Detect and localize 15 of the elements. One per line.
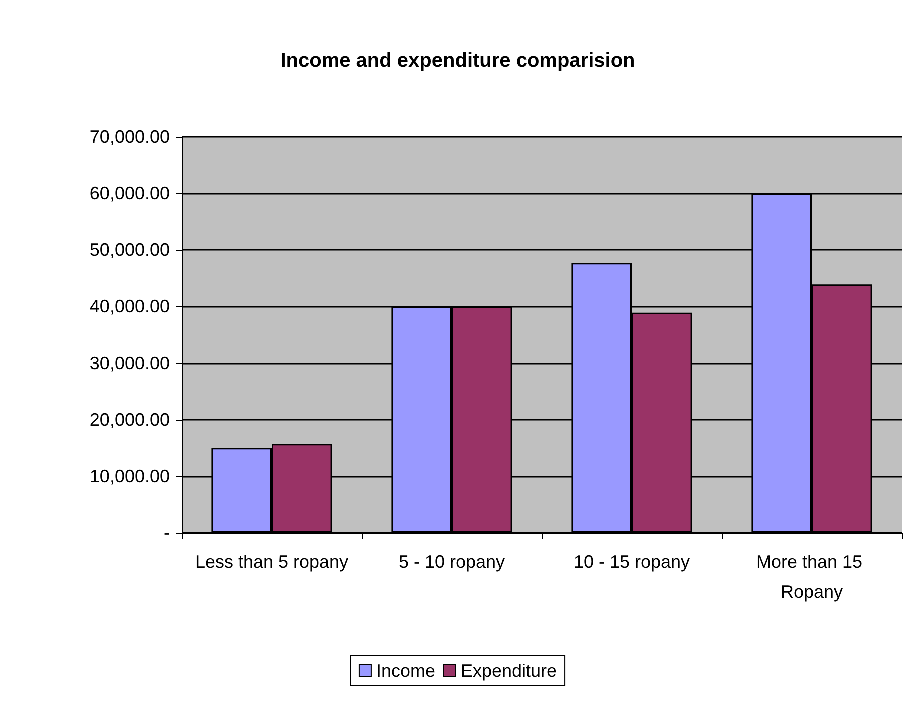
y-tick-label: -	[164, 523, 170, 543]
y-tick-label: 20,000.00	[90, 410, 170, 430]
x-tick-label: More than 15 Ropany	[756, 552, 868, 602]
legend-label: Income	[376, 661, 436, 681]
y-tick-label: 70,000.00	[90, 127, 170, 147]
chart-title: Income and expenditure comparision	[280, 50, 636, 72]
y-tick-label: 40,000.00	[90, 296, 170, 317]
legend-label: Expenditure	[460, 661, 558, 681]
y-tick-label: 30,000.00	[90, 353, 170, 374]
x-tick-label: Less than 5 ropany	[195, 552, 349, 572]
x-tick-label: 5 - 10 ropany	[398, 552, 506, 572]
y-tick-label: 50,000.00	[90, 240, 170, 260]
y-tick-label: 10,000.00	[90, 466, 170, 486]
y-tick-label: 60,000.00	[90, 184, 170, 204]
x-tick-label: 10 - 15 ropany	[574, 552, 690, 572]
